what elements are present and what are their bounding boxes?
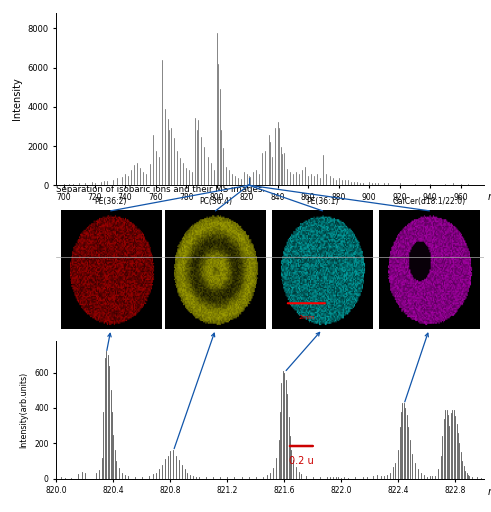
Y-axis label: Intensity: Intensity: [12, 78, 22, 120]
Text: PE(36:2): PE(36:2): [95, 198, 127, 206]
Text: 2mm: 2mm: [298, 315, 314, 320]
Text: GalCer(d18:1/22:0): GalCer(d18:1/22:0): [393, 198, 466, 206]
Text: PE(36:1): PE(36:1): [306, 198, 339, 206]
Text: PC(36:4): PC(36:4): [199, 198, 232, 206]
Text: m/z: m/z: [488, 487, 491, 497]
Text: 0.2 u: 0.2 u: [289, 456, 314, 466]
Text: m/z: m/z: [488, 192, 491, 202]
Y-axis label: Intensity(arb.units): Intensity(arb.units): [20, 372, 28, 448]
Text: Separation of isobaric ions and their MS images.: Separation of isobaric ions and their MS…: [56, 185, 266, 194]
